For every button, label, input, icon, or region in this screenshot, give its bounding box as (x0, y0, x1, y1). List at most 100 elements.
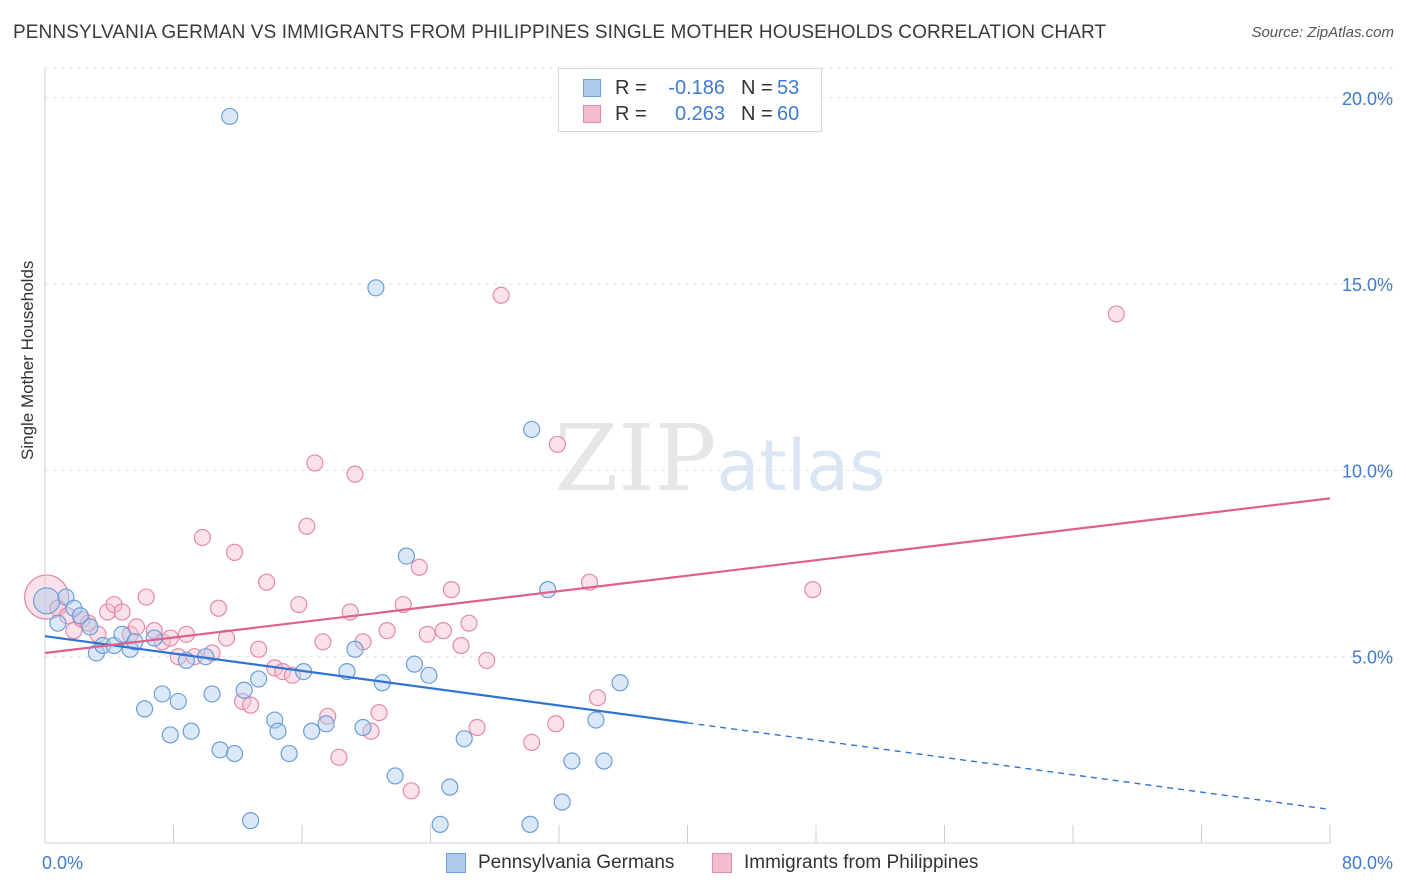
data-point (235, 681, 253, 699)
data-point (290, 595, 308, 614)
data-point (563, 752, 581, 770)
data-point (250, 640, 268, 658)
data-point (418, 625, 436, 643)
data-point (595, 752, 613, 770)
data-point (370, 703, 388, 722)
data-point (137, 588, 155, 606)
data-point (588, 689, 607, 707)
data-point (523, 733, 541, 751)
data-point (346, 640, 364, 658)
data-point (314, 633, 332, 651)
data-point (203, 685, 221, 703)
data-point (242, 812, 260, 830)
data-point (127, 618, 146, 636)
trend-line-pennsylvania-dashed (687, 722, 1331, 811)
data-point (81, 618, 99, 636)
data-point (71, 607, 89, 625)
data-point (346, 465, 364, 483)
data-point (298, 517, 316, 535)
data-point (182, 722, 200, 740)
trend-lines (44, 497, 1331, 811)
data-point (441, 778, 459, 796)
legend-label: Pennsylvania Germans (478, 852, 675, 873)
data-point (330, 748, 348, 766)
data-point (135, 700, 154, 718)
data-point (553, 793, 571, 811)
y-tick-label: 20.0% (1342, 89, 1393, 109)
r-label: R = (615, 76, 647, 99)
data-point (317, 715, 335, 733)
data-point (303, 722, 321, 740)
data-point (539, 581, 557, 599)
data-point (280, 744, 298, 763)
data-point (468, 718, 486, 737)
data-point (266, 711, 284, 729)
data-point (209, 599, 228, 617)
data-point (434, 622, 452, 640)
stats-legend: R = -0.186 N = 53 R = 0.263 N = 60 (558, 68, 822, 132)
axes (44, 68, 1331, 844)
data-point (49, 614, 67, 632)
data-point (410, 558, 428, 576)
data-point (362, 722, 380, 740)
data-point (452, 636, 470, 655)
data-point (442, 581, 460, 599)
y-tick-labels: 5.0% 10.0% 15.0% 20.0% (1342, 89, 1393, 668)
trend-line-philippines-solid (44, 497, 1331, 655)
watermark: ZIPatlas (554, 405, 885, 512)
data-point (193, 528, 212, 547)
data-point (523, 420, 541, 439)
x-tick-label-min: 0.0% (42, 853, 84, 873)
legend-swatch-pink (583, 105, 601, 123)
data-point (397, 547, 416, 565)
legend-swatch-blue (583, 79, 601, 97)
stats-legend-row-blue: R = -0.186 N = 53 (583, 77, 799, 99)
data-point (211, 741, 229, 759)
trend-line-pennsylvania-solid (44, 635, 688, 724)
n-value: 60 (777, 102, 800, 125)
y-axis-label: Single Mother Households (18, 260, 37, 460)
data-point (460, 614, 478, 632)
n-value: 53 (777, 76, 800, 99)
n-label: N = (741, 76, 773, 99)
data-point (611, 674, 629, 692)
data-point (1107, 305, 1125, 323)
series-legend: Pennsylvania Germans Immigrants from Phi… (0, 852, 1406, 878)
legend-label: Immigrants from Philippines (744, 852, 979, 873)
legend-item-pennsylvania[interactable]: Pennsylvania Germans (446, 852, 674, 874)
data-point (225, 543, 244, 561)
data-point (431, 815, 449, 833)
data-point (242, 696, 260, 714)
data-point (367, 279, 385, 297)
data-point (113, 603, 131, 621)
data-point (378, 622, 396, 640)
data-point (492, 286, 510, 304)
y-tick-label: 15.0% (1342, 275, 1393, 295)
data-point (113, 625, 131, 643)
series-pennsylvania-points (33, 107, 629, 833)
data-point (258, 573, 276, 591)
legend-item-philippines[interactable]: Immigrants from Philippines (712, 852, 978, 874)
data-point (455, 730, 473, 748)
data-point (33, 587, 61, 615)
data-point (354, 718, 372, 737)
legend-swatch-blue (446, 853, 466, 873)
y-tick-label: 5.0% (1352, 648, 1393, 668)
y-tick-label: 10.0% (1342, 461, 1393, 481)
data-point (420, 666, 438, 684)
data-point (221, 107, 239, 126)
data-point (548, 435, 566, 453)
legend-swatch-pink (712, 853, 732, 873)
r-value: 0.263 (674, 102, 725, 125)
data-point (153, 685, 171, 703)
data-point (547, 715, 565, 733)
x-tick-label-max: 80.0% (1341, 853, 1393, 873)
gridlines (45, 67, 1395, 658)
stats-legend-row-pink: R = 0.263 N = 60 (583, 103, 799, 125)
data-point (402, 782, 420, 800)
chart-title: PENNSYLVANIA GERMAN VS IMMIGRANTS FROM P… (13, 22, 1107, 43)
r-value: -0.186 (668, 76, 725, 99)
data-point (250, 670, 268, 688)
data-point (521, 815, 539, 833)
